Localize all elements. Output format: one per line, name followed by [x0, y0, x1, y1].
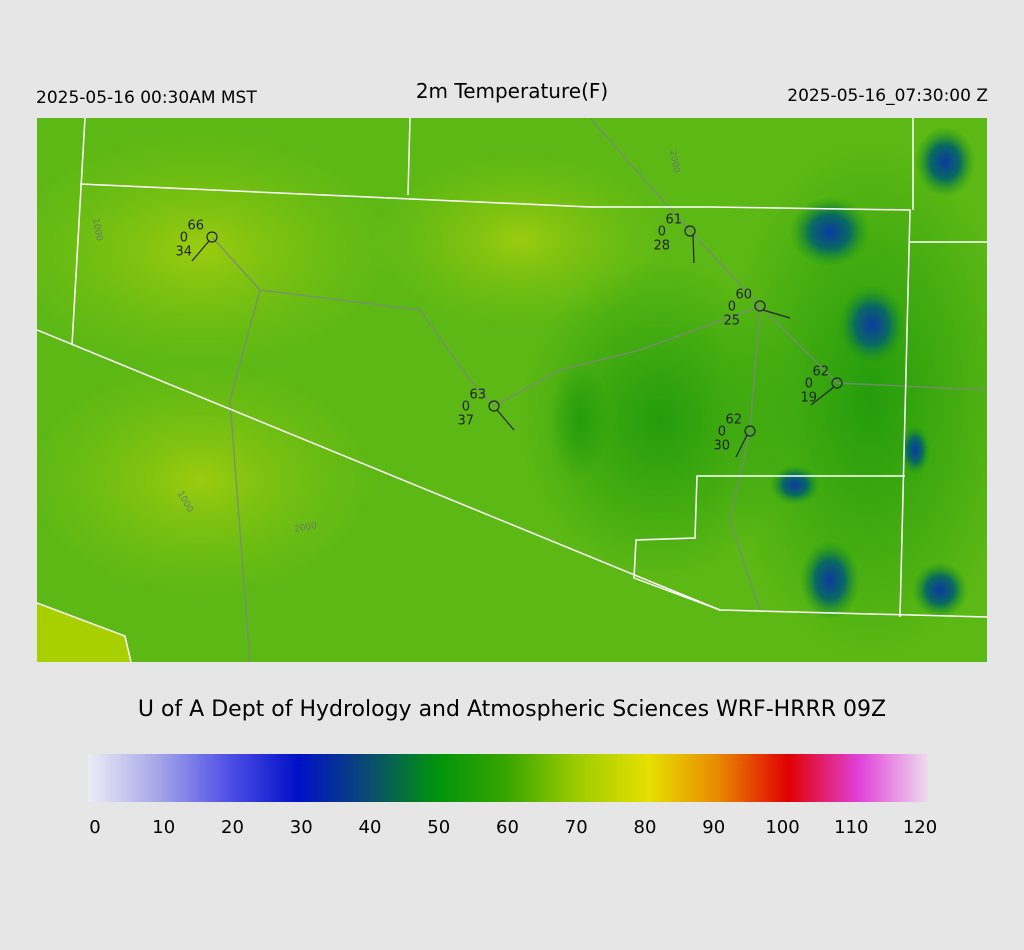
colorbar-tick-label: 80	[634, 817, 657, 838]
station-pressure: 0	[718, 425, 726, 440]
colorbar-tick-label: 30	[290, 817, 313, 838]
cold-area	[838, 285, 906, 365]
station-dewpoint: 34	[175, 245, 192, 260]
footer: U of A Dept of Hydrology and Atmospheric…	[138, 697, 886, 722]
wind-barb	[810, 386, 835, 406]
wind-barb	[191, 240, 210, 262]
station-circle	[831, 377, 843, 389]
colorbar-tick-label: 0	[89, 817, 100, 838]
colorbar-tick-label: 120	[903, 817, 937, 838]
cold-area	[790, 197, 870, 267]
station-temperature: 60	[735, 288, 752, 303]
colorbar-tick-label: 40	[359, 817, 382, 838]
title: 2m Temperature(F)	[416, 79, 608, 103]
station-pressure: 0	[180, 231, 188, 246]
contour-label: 2000	[667, 150, 681, 175]
wind-barb	[692, 234, 695, 264]
station-temperature: 66	[187, 219, 204, 234]
station-circle	[488, 400, 500, 412]
local-time: 2025-05-16 00:30AM MST	[36, 88, 257, 108]
station-temperature: 63	[469, 388, 486, 403]
station-pressure: 0	[728, 300, 736, 315]
station-dewpoint: 37	[457, 414, 474, 429]
colorbar-tick-label: 60	[496, 817, 519, 838]
colorbar	[88, 754, 928, 802]
hot-area	[37, 603, 131, 662]
utc-time: 2025-05-16_07:30:00 Z	[787, 86, 988, 106]
colorbar-tick-label: 110	[834, 817, 868, 838]
contour-label: 2000	[294, 521, 319, 535]
station-pressure: 0	[462, 400, 470, 415]
wind-barb	[735, 434, 748, 458]
station-dewpoint: 19	[800, 391, 817, 406]
map	[37, 118, 987, 662]
colorbar-tick-label: 70	[565, 817, 588, 838]
borders	[37, 118, 987, 662]
station-temperature: 62	[725, 413, 742, 428]
warm-area	[37, 360, 380, 600]
cold-area	[900, 425, 930, 475]
cold-area	[912, 562, 968, 618]
cool-area	[550, 360, 610, 480]
station-pressure: 0	[805, 377, 813, 392]
colorbar-tick-label: 10	[152, 817, 175, 838]
station-temperature: 61	[665, 213, 682, 228]
colorbar-tick-label: 90	[702, 817, 725, 838]
station-dewpoint: 28	[653, 239, 670, 254]
cold-area	[800, 540, 860, 620]
colorbar-tick-label: 20	[221, 817, 244, 838]
contour-label: 1000	[90, 218, 104, 243]
cold-area	[915, 127, 975, 197]
warm-area	[37, 130, 400, 370]
station-circle	[754, 300, 766, 312]
wind-barb	[762, 309, 791, 319]
station-temperature: 62	[812, 365, 829, 380]
station-dewpoint: 30	[713, 439, 730, 454]
colorbar-tick-label: 50	[427, 817, 450, 838]
station-circle	[684, 225, 696, 237]
cold-area	[770, 465, 820, 505]
station-circle	[744, 425, 756, 437]
station-circle	[206, 231, 218, 243]
station-dewpoint: 25	[723, 314, 740, 329]
colorbar-tick-label: 100	[765, 817, 799, 838]
station-pressure: 0	[658, 225, 666, 240]
wind-barb	[496, 409, 515, 431]
cool-area	[720, 140, 987, 660]
